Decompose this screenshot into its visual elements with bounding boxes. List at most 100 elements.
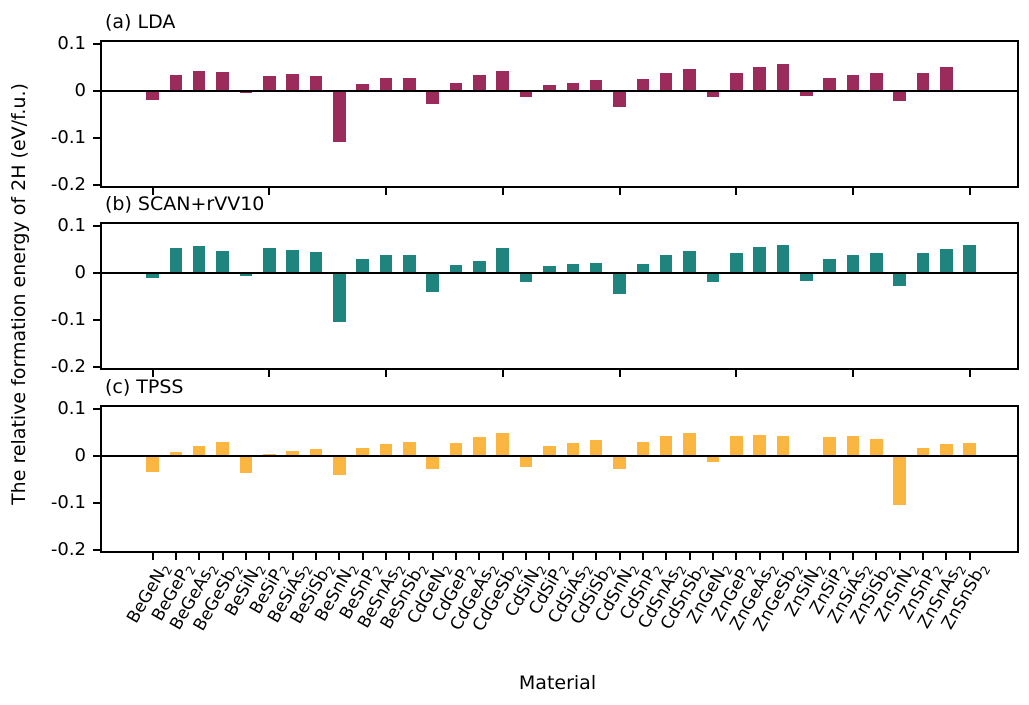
bar-BeGeSb2-TPSS — [216, 442, 229, 457]
bar-BeSnAs2-SCAN+rVV10 — [379, 254, 393, 274]
bar-BeGeAs2-LDA — [192, 71, 206, 92]
x-tick — [805, 553, 808, 560]
y-tick-label: 0 — [74, 445, 86, 467]
bar-CdSnP2-SCAN+rVV10 — [636, 263, 650, 274]
bar-BeSiSb2-SCAN+rVV10 — [309, 252, 323, 274]
x-tick — [151, 553, 154, 560]
x-tick — [735, 553, 738, 560]
bar-ZnSiAs2-TPSS — [846, 436, 860, 457]
bar-BeSnAs2-TPSS — [379, 444, 393, 457]
x-tick — [478, 553, 481, 560]
bar-ZnSiN2-SCAN+rVV10 — [800, 273, 813, 282]
x-tick — [852, 370, 854, 377]
bar-CdSiP2-TPSS — [543, 445, 556, 457]
bar-CdGeAs2-TPSS — [473, 437, 486, 457]
bar-BeSnN2-LDA — [333, 91, 346, 142]
bar-ZnGeN2-TPSS — [706, 456, 720, 463]
x-tick — [314, 553, 317, 560]
x-tick — [735, 370, 738, 377]
x-tick — [618, 370, 621, 377]
x-tick — [244, 553, 247, 560]
y-tick-label: -0.2 — [50, 173, 86, 195]
bar-ZnSiP2-SCAN+rVV10 — [823, 258, 836, 274]
bar-ZnSnN2-LDA — [893, 91, 906, 102]
y-tick-label: 0.1 — [57, 398, 86, 420]
y-tick-label: -0.2 — [50, 538, 86, 560]
bar-ZnGeP2-TPSS — [729, 436, 743, 457]
x-tick — [151, 370, 154, 377]
bar-BeSiAs2-TPSS — [286, 450, 299, 457]
bar-BeGeN2-TPSS — [146, 456, 159, 473]
y-tick-label: -0.2 — [50, 355, 86, 377]
bar-BeSiP2-TPSS — [262, 453, 276, 457]
bar-ZnGeSb2-LDA — [776, 64, 790, 92]
y-tick — [93, 43, 100, 46]
x-tick — [221, 553, 224, 560]
bar-CdSnSb2-LDA — [683, 68, 696, 92]
x-tick — [385, 188, 387, 195]
bar-CdSnSb2-TPSS — [683, 432, 696, 457]
bar-BeSnP2-LDA — [356, 84, 369, 92]
x-tick — [548, 553, 551, 560]
subplot-TPSS: (c) TPSS 0.1 0 -0.1 -0.2 BeGeN2 BeGeP2 BeGeAs2 B… — [51, 376, 1019, 635]
bar-CdSiP2-LDA — [543, 85, 556, 92]
x-tick — [571, 553, 574, 560]
x-tick — [852, 188, 854, 195]
x-tick — [945, 553, 948, 560]
bar-ZnGeN2-LDA — [706, 91, 720, 97]
bar-BeGeP2-LDA — [169, 75, 183, 92]
y-tick — [93, 365, 100, 368]
x-tick — [408, 553, 411, 560]
bar-BeSnAs2-LDA — [379, 78, 393, 92]
bar-ZnSnAs2-SCAN+rVV10 — [940, 249, 953, 274]
subplot-title: (a) LDA — [105, 11, 176, 33]
bar-BeGeN2-LDA — [146, 91, 159, 101]
bar-BeSnN2-TPSS — [333, 456, 346, 475]
bar-CdSiN2-TPSS — [519, 456, 533, 468]
x-tick — [385, 553, 387, 560]
x-tick — [618, 188, 621, 195]
x-tick — [268, 553, 271, 560]
bar-BeSiN2-TPSS — [239, 456, 253, 473]
bar-CdSnAs2-SCAN+rVV10 — [659, 255, 673, 274]
bar-BeGeP2-TPSS — [169, 451, 183, 457]
bar-CdSnSb2-SCAN+rVV10 — [683, 250, 696, 274]
bar-CdGeAs2-LDA — [473, 75, 486, 92]
bar-CdSnN2-SCAN+rVV10 — [613, 273, 626, 295]
x-tick — [361, 553, 364, 560]
x-tick — [665, 553, 668, 560]
y-tick-label: 0 — [74, 80, 86, 102]
bar-BeSiSb2-TPSS — [309, 448, 323, 457]
bar-ZnSnP2-TPSS — [916, 448, 930, 457]
bar-ZnGeN2-SCAN+rVV10 — [706, 273, 720, 283]
bar-CdGeN2-SCAN+rVV10 — [426, 273, 439, 292]
bar-BeSnP2-TPSS — [356, 447, 369, 457]
x-tick — [711, 553, 714, 560]
bar-CdGeP2-SCAN+rVV10 — [449, 265, 463, 274]
y-tick-label: 0.1 — [57, 215, 86, 237]
x-tick — [968, 553, 971, 560]
zero-line — [102, 90, 1017, 93]
subplot-SCAN+rVV10: (b) SCAN+rVV10 0.1 0 -0.1 -0.2 — [51, 193, 1019, 377]
bar-ZnGeAs2-SCAN+rVV10 — [753, 247, 766, 274]
bar-ZnSiSb2-LDA — [870, 73, 883, 92]
bar-CdGeN2-LDA — [426, 91, 439, 105]
bar-CdSiAs2-LDA — [566, 82, 580, 92]
bar-ZnGeSb2-SCAN+rVV10 — [776, 245, 790, 274]
y-tick-label: -0.1 — [50, 308, 86, 330]
x-tick — [852, 553, 854, 560]
y-tick-label: -0.1 — [50, 491, 86, 513]
x-tick — [501, 188, 504, 195]
x-tick — [758, 553, 761, 560]
y-tick — [93, 225, 100, 228]
x-tick — [151, 188, 154, 195]
bar-CdGeAs2-SCAN+rVV10 — [473, 261, 486, 274]
bar-BeSnSb2-LDA — [403, 78, 416, 92]
x-tick — [525, 553, 528, 560]
y-tick — [93, 136, 100, 139]
bar-ZnSiP2-LDA — [823, 77, 836, 92]
bar-ZnGeAs2-LDA — [753, 66, 766, 92]
y-tick — [93, 183, 100, 186]
bar-ZnSnAs2-TPSS — [940, 444, 953, 457]
y-tick-label: 0 — [74, 262, 86, 284]
